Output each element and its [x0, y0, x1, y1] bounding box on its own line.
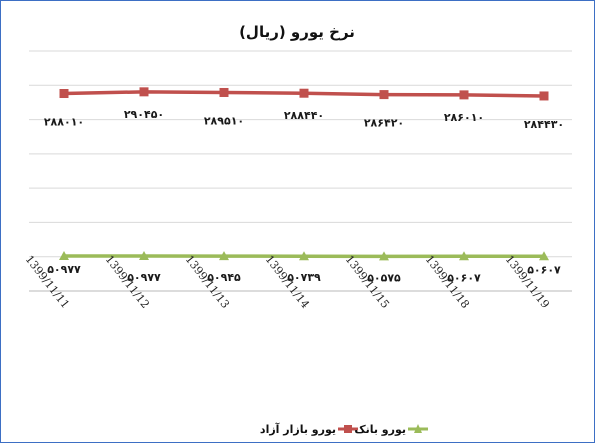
data-label: ۵۰۶۰۷ — [527, 263, 561, 276]
data-point — [539, 251, 549, 261]
legend-item-1: یورو بازار آزاد — [260, 422, 358, 436]
data-point — [299, 251, 309, 261]
series-1: ۲۸۸۰۱۰ ۲۹۰۴۵۰ ۲۸۹۵۱۰ ۲۸۸۴۴۰ ۲۸۶۴۲۰ ۲۸۶۰۱۰ ۲۸۴۴… — [44, 87, 564, 131]
data-label: ۵۰۹۴۵ — [207, 271, 241, 284]
data-label: ۲۸۴۴۳۰ — [524, 118, 564, 131]
legend: یورو بازار آزاد یورو بانک — [260, 422, 428, 436]
data-label: ۵۰۹۷۷ — [47, 263, 81, 276]
data-label: ۵۰۶۰۷ — [447, 271, 481, 284]
data-point — [139, 87, 149, 97]
data-label: ۵۰۵۷۵ — [367, 271, 401, 284]
data-point — [379, 251, 389, 261]
chart-title: نرخ یورو (ریال) — [239, 23, 355, 41]
series-layer: ۲۸۸۰۱۰ ۲۹۰۴۵۰ ۲۸۹۵۱۰ ۲۸۸۴۴۰ ۲۸۶۴۲۰ ۲۸۶۰۱۰ ۲۸۴۴… — [44, 87, 564, 284]
data-point — [219, 87, 229, 97]
data-point — [539, 91, 549, 101]
data-point — [59, 251, 69, 261]
data-label: ۲۹۰۴۵۰ — [124, 108, 164, 121]
data-point — [459, 90, 469, 100]
data-label: ۲۸۹۵۱۰ — [204, 114, 244, 127]
legend-marker — [414, 424, 422, 433]
data-point — [379, 90, 389, 100]
x-tick-label: 1399/11/11 — [23, 253, 72, 311]
data-point — [459, 251, 469, 261]
data-label: ۲۸۶۴۲۰ — [364, 117, 404, 130]
data-label: ۵۰۷۳۹ — [287, 271, 321, 284]
data-label: ۵۰۹۷۷ — [127, 271, 161, 284]
data-label: ۲۸۶۰۱۰ — [444, 111, 484, 124]
data-point — [219, 251, 229, 261]
legend-item-2: یورو بانک — [354, 423, 428, 436]
legend-label: یورو بازار آزاد — [260, 422, 336, 436]
series-2: ۵۰۹۷۷ ۵۰۹۷۷ ۵۰۹۴۵ ۵۰۷۳۹ ۵۰۵۷۵ ۵۰۶۰۷ ۵۰۶۰۷ — [47, 251, 561, 284]
data-point — [299, 88, 309, 98]
legend-marker — [344, 425, 352, 433]
data-label: ۲۸۸۴۴۰ — [284, 109, 324, 122]
x-tick-label: 1399/11/19 — [503, 253, 552, 311]
data-label: ۲۸۸۰۱۰ — [44, 116, 84, 129]
data-point — [59, 89, 69, 99]
data-point — [139, 251, 149, 261]
legend-label: یورو بانک — [354, 423, 406, 436]
